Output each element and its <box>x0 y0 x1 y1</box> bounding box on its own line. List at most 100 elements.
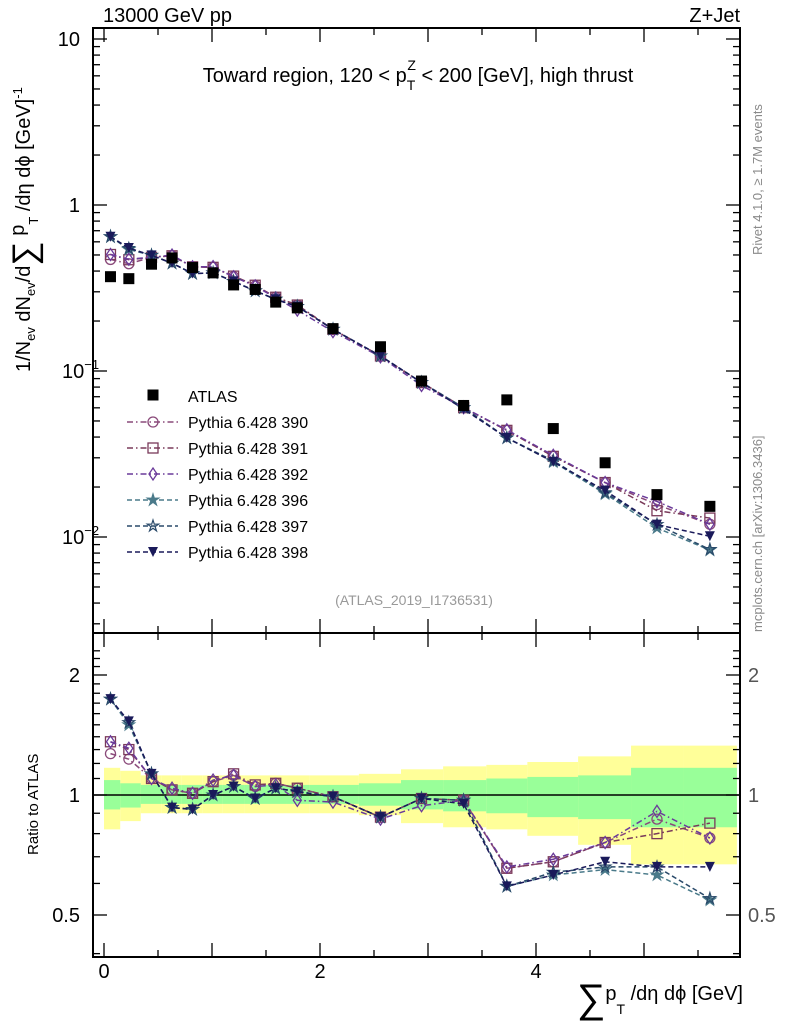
ratio-tick-label-left: 1 <box>69 785 80 807</box>
ratio-plot: 2 2 1 1 0.5 0.5 0 2 4 <box>52 632 776 983</box>
square-marker <box>704 512 716 524</box>
legend: ATLAS Pythia 6.428 390 Pythia 6.428 391 Pyt… <box>127 389 308 562</box>
x-tick-label: 4 <box>530 961 541 983</box>
triangle-marker <box>651 519 662 530</box>
ratio-tick-label-right: 1 <box>748 785 759 807</box>
header-left: 13000 GeV pp <box>103 5 232 27</box>
data-marker <box>458 399 470 411</box>
diamond-marker <box>187 786 198 801</box>
main-plot-frame <box>92 27 741 634</box>
ratio-tick-label-left: 2 <box>69 665 80 687</box>
triangle-marker <box>148 547 158 557</box>
y-tick-label: 10−1 <box>62 357 99 383</box>
main-plot: 10 1 10−1 10−2 <box>58 27 741 957</box>
triangle-marker <box>704 861 715 872</box>
data-marker <box>547 423 559 435</box>
x-axis-label: ∑pT /dη dϕ [GeV] <box>577 977 743 1021</box>
star-marker <box>702 890 718 906</box>
y-tick-label: 10−2 <box>62 523 99 549</box>
legend-label: Pythia 6.428 396 <box>188 493 308 510</box>
diamond-marker <box>600 835 610 850</box>
star-marker <box>597 858 613 874</box>
triangle-marker <box>123 242 134 253</box>
legend-label: Pythia 6.428 392 <box>188 467 308 484</box>
analysis-watermark: (ATLAS_2019_I1736531) <box>335 592 493 608</box>
data-marker <box>104 271 116 283</box>
star-marker <box>649 867 665 882</box>
band-stat <box>578 775 632 820</box>
data-marker <box>501 394 513 406</box>
ratio-tick-label-left: 0.5 <box>52 905 80 927</box>
legend-label: Pythia 6.428 397 <box>188 519 308 536</box>
legend-label: ATLAS <box>188 389 238 406</box>
circle-marker <box>147 416 159 428</box>
band-stat <box>486 778 528 814</box>
triangle-marker <box>187 804 198 815</box>
triangle-marker <box>105 694 116 705</box>
triangle-marker <box>375 350 386 361</box>
data-marker <box>291 302 303 314</box>
circle-marker <box>651 813 663 825</box>
triangle-marker <box>123 716 134 727</box>
diamond-marker <box>167 781 177 796</box>
diamond-marker <box>652 804 662 819</box>
x-tick-label: 2 <box>314 961 325 983</box>
series-atlas <box>104 252 716 512</box>
triangle-marker <box>250 793 261 804</box>
triangle-marker <box>600 485 611 496</box>
legend-label: Pythia 6.428 398 <box>188 545 308 562</box>
diamond-marker <box>502 859 512 875</box>
data-marker <box>416 375 428 387</box>
data-marker <box>249 283 261 295</box>
triangle-marker <box>270 783 281 794</box>
header-right: Z+Jet <box>689 5 740 27</box>
triangle-marker <box>327 791 338 802</box>
diamond-marker <box>148 466 158 482</box>
triangle-marker <box>651 861 662 872</box>
triangle-marker <box>105 231 116 242</box>
legend-label: Pythia 6.428 390 <box>188 415 308 432</box>
square-marker <box>704 817 716 829</box>
y-tick-label: 10 <box>58 29 80 51</box>
ratio-series-line <box>110 741 711 870</box>
triangle-marker <box>501 881 512 892</box>
triangle-marker <box>292 786 303 797</box>
star-marker <box>145 517 161 533</box>
data-marker <box>147 389 159 401</box>
band-stat <box>631 767 684 828</box>
data-marker <box>187 262 199 274</box>
diamond-marker <box>416 798 427 813</box>
square-marker <box>651 505 663 517</box>
triangle-marker <box>228 781 239 792</box>
y-axis-label: 1/Nev dNev/d∑ pT /dη dϕ [GeV]-1 <box>6 87 44 372</box>
triangle-marker <box>167 802 178 813</box>
data-marker <box>166 252 178 264</box>
plot-title: Toward region, 120 < pTZ < 200 [GeV], hi… <box>203 57 634 93</box>
square-marker <box>651 827 663 840</box>
diamond-marker <box>292 793 303 808</box>
triangle-marker <box>501 432 512 443</box>
triangle-marker <box>704 531 715 542</box>
triangle-marker <box>146 250 157 261</box>
mcplots-label: mcplots.cern.ch [arXiv:1306.3436] <box>750 435 765 632</box>
y-tick-label: 1 <box>69 195 80 217</box>
diamond-marker <box>705 517 715 532</box>
triangle-marker <box>600 856 611 867</box>
triangle-marker <box>208 790 219 800</box>
ratio-series-line <box>110 741 711 868</box>
star-marker <box>702 541 718 556</box>
ratio-tick-label-right: 2 <box>748 665 759 687</box>
triangle-marker <box>416 793 427 804</box>
data-marker <box>228 279 240 291</box>
data-marker <box>651 489 663 501</box>
band-stat <box>683 767 737 828</box>
diamond-marker <box>124 741 134 756</box>
data-marker <box>207 267 219 279</box>
triangle-marker <box>375 812 386 823</box>
diamond-marker <box>105 247 116 262</box>
ratio-tick-label-right: 0.5 <box>748 905 776 927</box>
data-marker <box>123 273 135 285</box>
rivet-label: Rivet 4.1.0, ≥ 1.7M events <box>750 104 765 255</box>
triangle-marker <box>146 768 157 779</box>
